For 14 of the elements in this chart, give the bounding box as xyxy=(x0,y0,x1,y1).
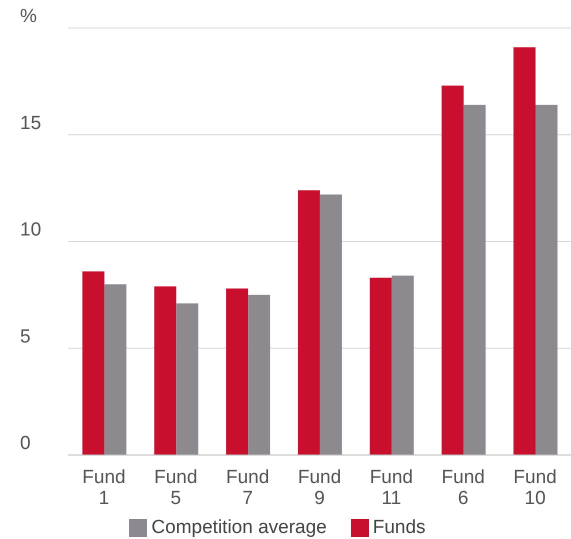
y-tick-label: 15 xyxy=(20,112,42,134)
x-tick-label: Fund 5 xyxy=(154,467,198,509)
y-tick-label: % xyxy=(20,6,37,27)
x-tick-label: Fund 9 xyxy=(298,467,342,509)
x-tick-label: Fund 7 xyxy=(226,467,270,509)
y-tick-label: 0 xyxy=(20,433,31,454)
x-tick-label: Fund 6 xyxy=(442,467,485,509)
y-tick-label: 5 xyxy=(20,326,31,348)
y-tick-label: 10 xyxy=(20,220,42,240)
x-tick-label: Fund 11 xyxy=(370,467,414,509)
x-tick-label: Fund 10 xyxy=(513,467,557,509)
legend-label: Competition average xyxy=(151,517,327,538)
x-tick-label: Fund 1 xyxy=(82,467,126,509)
legend-label: Funds xyxy=(372,517,426,538)
